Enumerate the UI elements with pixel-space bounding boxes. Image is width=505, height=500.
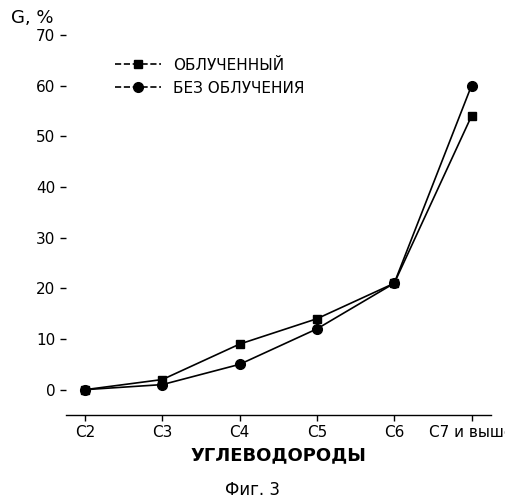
ОБЛУЧЕННЫЙ <box>390 280 396 286</box>
Line: БЕЗ ОБЛУЧЕНИЯ: БЕЗ ОБЛУЧЕНИЯ <box>80 81 475 394</box>
Text: G, %: G, % <box>11 10 53 28</box>
ОБЛУЧЕННЫЙ <box>82 386 88 392</box>
X-axis label: УГЛЕВОДОРОДЫ: УГЛЕВОДОРОДЫ <box>190 446 366 464</box>
БЕЗ ОБЛУЧЕНИЯ <box>82 386 88 392</box>
БЕЗ ОБЛУЧЕНИЯ <box>390 280 396 286</box>
БЕЗ ОБЛУЧЕНИЯ <box>159 382 165 388</box>
ОБЛУЧЕННЫЙ <box>313 316 319 322</box>
Legend: ОБЛУЧЕННЫЙ, БЕЗ ОБЛУЧЕНИЯ: ОБЛУЧЕННЫЙ, БЕЗ ОБЛУЧЕНИЯ <box>107 50 312 103</box>
ОБЛУЧЕННЫЙ <box>159 376 165 382</box>
ОБЛУЧЕННЫЙ <box>468 113 474 119</box>
ОБЛУЧЕННЫЙ <box>236 341 242 347</box>
Line: ОБЛУЧЕННЫЙ: ОБЛУЧЕННЫЙ <box>81 112 475 394</box>
БЕЗ ОБЛУЧЕНИЯ <box>236 362 242 368</box>
БЕЗ ОБЛУЧЕНИЯ <box>468 82 474 88</box>
БЕЗ ОБЛУЧЕНИЯ <box>313 326 319 332</box>
Text: Фиг. 3: Фиг. 3 <box>225 481 280 499</box>
